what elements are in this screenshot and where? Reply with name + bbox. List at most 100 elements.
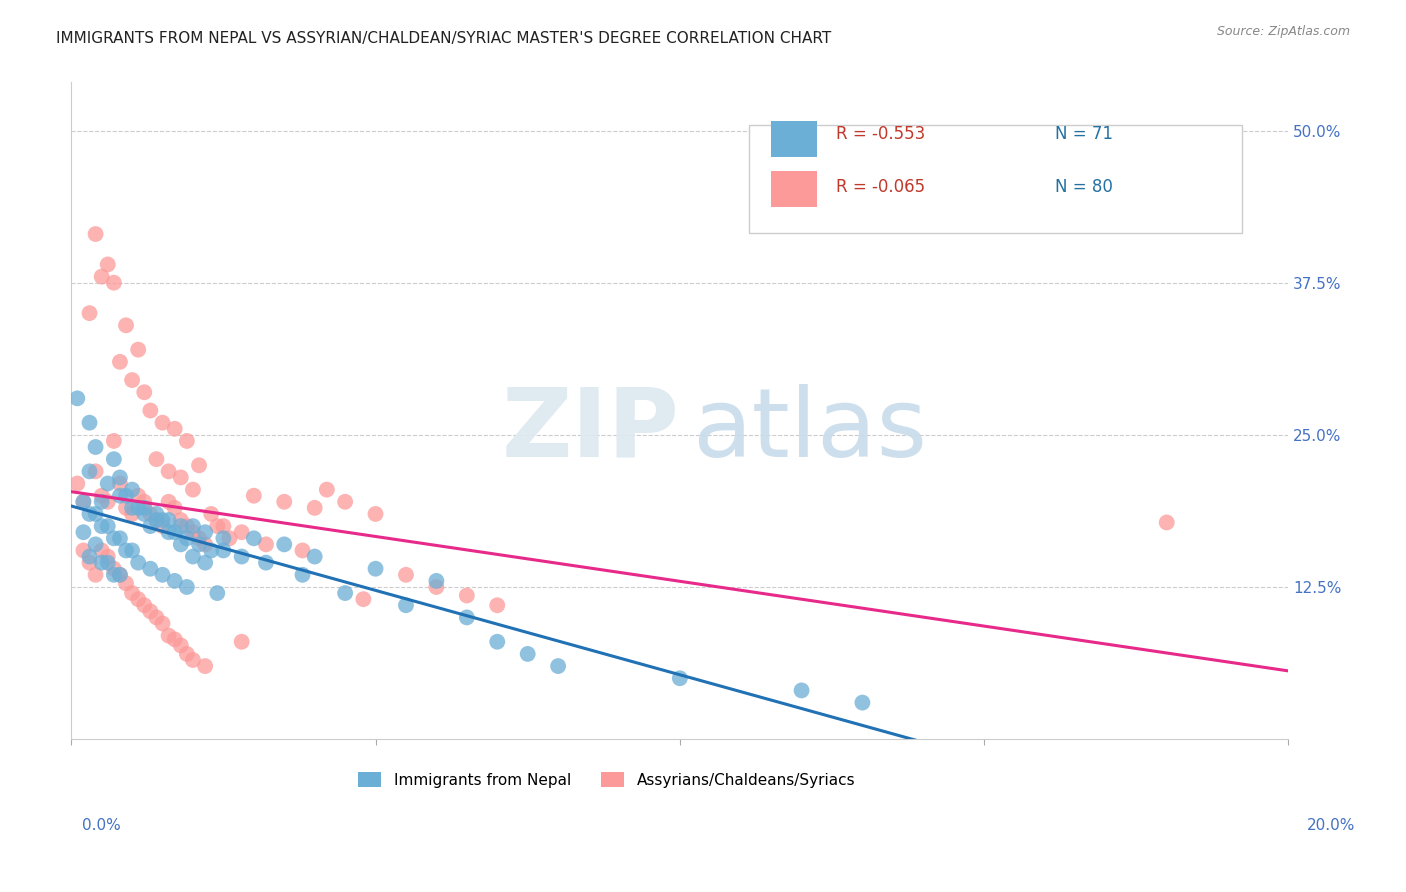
Point <box>207 519 229 533</box>
Point <box>97 556 120 570</box>
Point <box>139 519 162 533</box>
Point <box>188 531 211 545</box>
Point <box>127 343 149 357</box>
Point <box>121 507 143 521</box>
Point <box>84 464 107 478</box>
Point <box>108 531 131 545</box>
Point <box>273 495 295 509</box>
Bar <box>770 121 817 158</box>
Point <box>108 470 131 484</box>
Point <box>364 562 387 576</box>
Point <box>254 537 277 551</box>
Point <box>90 543 112 558</box>
Point <box>145 452 167 467</box>
Point <box>152 567 174 582</box>
Point <box>84 227 107 241</box>
Point <box>121 586 143 600</box>
Point <box>152 519 174 533</box>
Point <box>181 483 204 497</box>
Point <box>121 500 143 515</box>
Point <box>170 513 193 527</box>
Point <box>121 543 143 558</box>
Text: atlas: atlas <box>692 384 927 476</box>
Point <box>90 495 112 509</box>
Point <box>139 604 162 618</box>
Point <box>139 562 162 576</box>
Point <box>200 543 222 558</box>
Point <box>188 458 211 473</box>
Point <box>333 495 356 509</box>
Point <box>108 476 131 491</box>
Point <box>79 416 101 430</box>
Point <box>456 610 478 624</box>
Point <box>486 599 509 613</box>
Point <box>103 531 125 545</box>
Point <box>291 543 314 558</box>
Point <box>188 537 211 551</box>
Point <box>72 525 94 540</box>
Point <box>90 556 112 570</box>
Point <box>170 470 193 484</box>
Point <box>176 519 198 533</box>
Point <box>364 507 387 521</box>
Point <box>152 416 174 430</box>
Point <box>152 616 174 631</box>
Point <box>486 634 509 648</box>
Point <box>194 537 217 551</box>
Point <box>157 525 180 540</box>
Point <box>170 639 193 653</box>
Point <box>108 567 131 582</box>
Point <box>97 257 120 271</box>
Point <box>181 525 204 540</box>
Point <box>181 519 204 533</box>
Point <box>516 647 538 661</box>
Point <box>157 629 180 643</box>
Point <box>152 513 174 527</box>
Point <box>127 556 149 570</box>
Point <box>352 592 374 607</box>
Point <box>163 500 186 515</box>
Point <box>395 567 418 582</box>
Point <box>103 434 125 448</box>
Point <box>212 519 235 533</box>
Point <box>304 549 326 564</box>
Point <box>108 489 131 503</box>
Point <box>851 696 873 710</box>
Point <box>84 537 107 551</box>
Point <box>176 580 198 594</box>
Point <box>243 531 266 545</box>
Text: N = 80: N = 80 <box>1054 178 1112 196</box>
Point <box>157 495 180 509</box>
Point <box>72 495 94 509</box>
Point <box>243 489 266 503</box>
Point <box>72 543 94 558</box>
Point <box>1156 516 1178 530</box>
Point <box>194 659 217 673</box>
Text: R = -0.553: R = -0.553 <box>835 126 925 144</box>
Text: ZIP: ZIP <box>502 384 681 476</box>
Text: IMMIGRANTS FROM NEPAL VS ASSYRIAN/CHALDEAN/SYRIAC MASTER'S DEGREE CORRELATION CH: IMMIGRANTS FROM NEPAL VS ASSYRIAN/CHALDE… <box>56 31 831 46</box>
Point <box>176 647 198 661</box>
Point <box>304 500 326 515</box>
Point <box>176 434 198 448</box>
Point <box>134 385 156 400</box>
Point <box>79 549 101 564</box>
Point <box>212 543 235 558</box>
Point <box>273 537 295 551</box>
Point <box>790 683 813 698</box>
Point <box>97 519 120 533</box>
Point <box>134 500 156 515</box>
Point <box>425 574 447 588</box>
Point <box>103 276 125 290</box>
Point <box>97 549 120 564</box>
Point <box>163 632 186 647</box>
Point <box>231 549 253 564</box>
Point <box>115 318 138 333</box>
Point <box>145 513 167 527</box>
Text: 0.0%: 0.0% <box>82 818 121 832</box>
Point <box>108 355 131 369</box>
Legend: Immigrants from Nepal, Assyrians/Chaldeans/Syriacs: Immigrants from Nepal, Assyrians/Chaldea… <box>353 765 862 794</box>
Point <box>115 489 138 503</box>
Point <box>163 422 186 436</box>
Point <box>103 562 125 576</box>
